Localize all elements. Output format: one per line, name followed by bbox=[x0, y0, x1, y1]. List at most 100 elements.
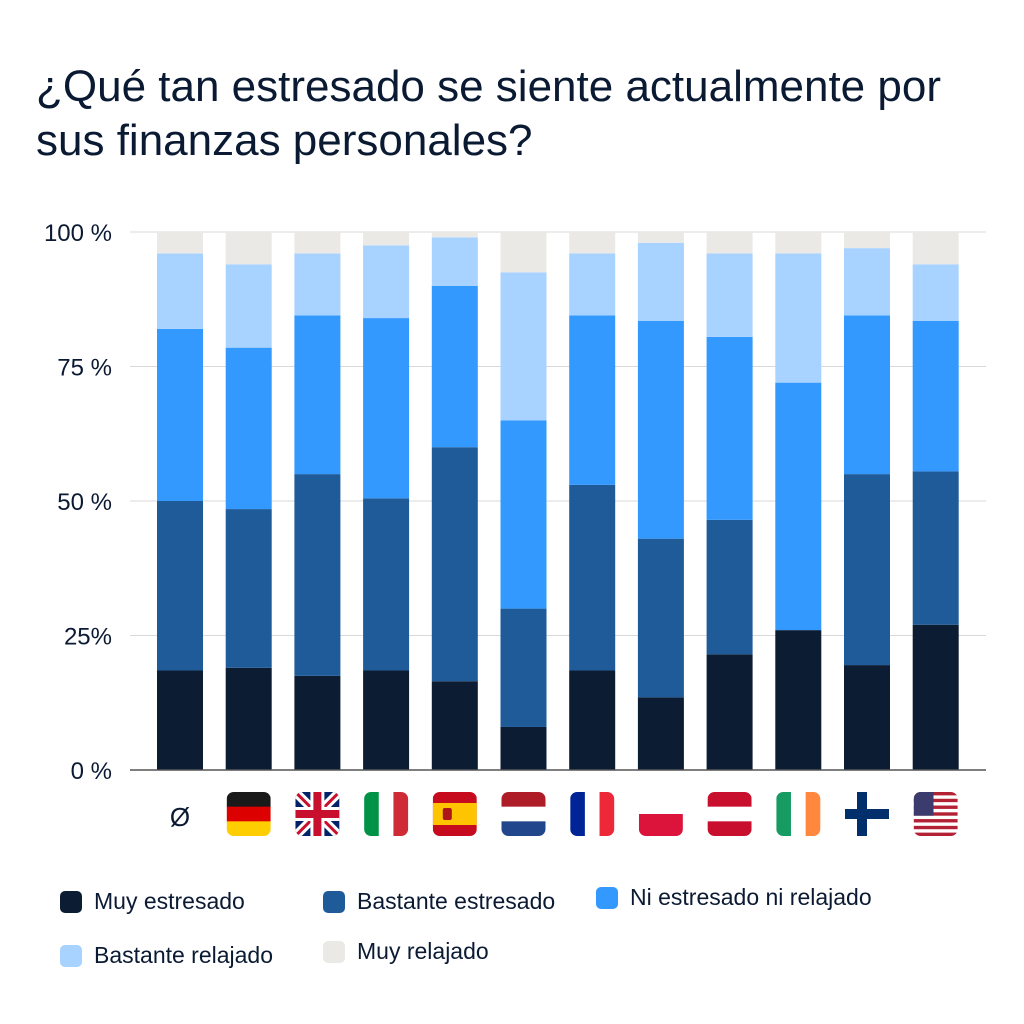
legend-swatch bbox=[60, 890, 82, 913]
bar-segment-muy-relajado bbox=[500, 232, 547, 273]
y-tick-label: 25% bbox=[64, 624, 112, 651]
bar-segment-bastante-relajado bbox=[225, 264, 272, 348]
bar-segment-muy-relajado bbox=[706, 232, 753, 254]
bar-segment-ni-ni bbox=[569, 315, 616, 485]
bar-segment-bastante-relajado bbox=[363, 245, 410, 319]
flag-spain-icon bbox=[432, 792, 477, 836]
bar-segment-muy-relajado bbox=[912, 232, 959, 265]
bar-segment-ni-ni bbox=[363, 318, 410, 499]
bar-segment-bastante-estresado bbox=[912, 471, 959, 625]
bar-segment-muy-relajado bbox=[569, 232, 616, 254]
flag-finland-icon bbox=[845, 792, 889, 836]
legend-swatch bbox=[596, 886, 618, 909]
bar-stack-finland bbox=[844, 232, 890, 770]
bar-segment-ni-ni bbox=[431, 285, 478, 448]
legend-label: Ni estresado ni relajado bbox=[630, 884, 872, 910]
bar-segment-muy-estresado bbox=[157, 670, 203, 770]
flag-poland-icon bbox=[638, 792, 683, 836]
bar-stack-poland bbox=[637, 232, 684, 770]
bar-segment-bastante-estresado bbox=[225, 509, 272, 668]
legend-swatch bbox=[323, 940, 345, 963]
bar-stack-- bbox=[157, 232, 203, 770]
bar-segment-muy-relajado bbox=[363, 232, 410, 246]
legend-label: Muy relajado bbox=[357, 938, 489, 964]
bar-segment-bastante-relajado bbox=[637, 242, 684, 321]
bar-segment-bastante-relajado bbox=[706, 253, 753, 337]
bar-segment-bastante-estresado bbox=[431, 447, 478, 682]
bar-segment-bastante-estresado bbox=[637, 538, 684, 698]
bar-segment-bastante-relajado bbox=[775, 253, 822, 383]
bar-segment-muy-estresado bbox=[500, 726, 547, 770]
bar-segment-ni-ni bbox=[294, 315, 341, 475]
flag-germany-icon bbox=[226, 792, 271, 836]
bar-segment-muy-relajado bbox=[637, 232, 684, 243]
bar-stack-united-kingdom bbox=[294, 232, 341, 770]
bar-segment-ni-ni bbox=[225, 347, 272, 510]
legend-swatch bbox=[323, 890, 345, 913]
flag-italy-icon bbox=[364, 792, 409, 836]
bar-segment-muy-relajado bbox=[294, 232, 341, 254]
bar-segment-muy-relajado bbox=[775, 232, 822, 254]
bar-segment-bastante-relajado bbox=[294, 253, 341, 316]
legend-item-ni-estresado-ni-relajado[interactable]: Ni estresado ni relajado bbox=[596, 884, 872, 911]
bar-segment-ni-ni bbox=[500, 420, 547, 609]
flag-austria-icon bbox=[707, 792, 752, 836]
bar-segment-bastante-estresado bbox=[157, 501, 203, 671]
bar-segment-muy-estresado bbox=[225, 667, 272, 770]
y-tick-label: 50 % bbox=[57, 489, 112, 516]
x-axis-labels: Ø bbox=[170, 792, 958, 836]
bar-segment-muy-estresado bbox=[775, 630, 822, 770]
chart-title: ¿Qué tan estresado se siente actualmente… bbox=[36, 62, 941, 165]
bar-stack-ireland bbox=[775, 232, 822, 770]
bar-stack-spain bbox=[431, 232, 478, 770]
y-tick-label: 0 % bbox=[71, 758, 112, 785]
bar-segment-muy-estresado bbox=[637, 697, 684, 770]
bar-segment-bastante-relajado bbox=[431, 237, 478, 286]
bar-stack-netherlands bbox=[500, 232, 547, 770]
legend-item-muy-estresado[interactable]: Muy estresado bbox=[60, 888, 245, 915]
bar-segment-muy-estresado bbox=[569, 670, 616, 770]
bar-segment-bastante-estresado bbox=[844, 474, 890, 666]
legend-label: Bastante relajado bbox=[94, 942, 274, 968]
bar-stack-austria bbox=[706, 232, 753, 770]
legend-item-bastante-estresado[interactable]: Bastante estresado bbox=[323, 888, 555, 915]
bar-segment-ni-ni bbox=[775, 382, 822, 631]
legend-label: Bastante estresado bbox=[357, 888, 556, 914]
flag-united-kingdom-icon bbox=[295, 792, 340, 836]
bar-segment-bastante-estresado bbox=[294, 474, 341, 676]
bar-segment-bastante-estresado bbox=[569, 484, 616, 671]
legend-label: Muy estresado bbox=[94, 888, 245, 914]
bar-segment-ni-ni bbox=[844, 315, 890, 475]
bar-segment-ni-ni bbox=[637, 320, 684, 539]
bar-segment-bastante-estresado bbox=[363, 498, 410, 671]
gridlines bbox=[130, 231, 986, 636]
bar-segment-bastante-relajado bbox=[157, 253, 203, 329]
bar-segment-ni-ni bbox=[706, 336, 753, 520]
bar-segment-ni-ni bbox=[157, 328, 203, 501]
bar-segment-muy-estresado bbox=[912, 624, 959, 770]
flag-netherlands-icon bbox=[501, 792, 546, 836]
bar-stack-germany bbox=[225, 232, 272, 770]
bar-segment-bastante-estresado bbox=[706, 519, 753, 655]
bar-stack-united-states bbox=[912, 232, 959, 770]
bar-segment-muy-estresado bbox=[431, 681, 478, 770]
bar-segment-muy-estresado bbox=[363, 670, 410, 770]
bar-segment-muy-relajado bbox=[225, 232, 272, 265]
bars bbox=[157, 232, 959, 770]
legend-item-bastante-relajado[interactable]: Bastante relajado bbox=[60, 942, 273, 969]
y-tick-label: 75 % bbox=[57, 355, 112, 382]
bar-segment-muy-estresado bbox=[844, 665, 890, 770]
bar-segment-muy-relajado bbox=[844, 232, 890, 249]
bar-segment-ni-ni bbox=[912, 320, 959, 472]
bar-segment-muy-estresado bbox=[706, 654, 753, 770]
bar-segment-bastante-relajado bbox=[912, 264, 959, 321]
y-tick-label: 100 % bbox=[44, 220, 112, 247]
legend-item-muy-relajado[interactable]: Muy relajado bbox=[323, 938, 489, 965]
bar-stack-france bbox=[569, 232, 616, 770]
bar-segment-muy-relajado bbox=[431, 232, 478, 238]
bar-segment-bastante-relajado bbox=[500, 272, 547, 421]
flag-united-states-icon bbox=[913, 792, 958, 836]
average-label: Ø bbox=[170, 802, 190, 832]
